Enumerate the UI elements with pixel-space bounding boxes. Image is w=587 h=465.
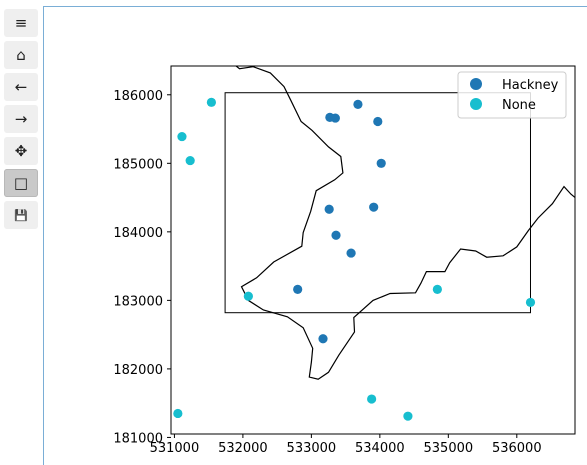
save-icon: 💾: [14, 208, 28, 222]
y-tick-label: 181000: [113, 431, 163, 446]
point-hackney: [376, 158, 386, 168]
home-icon: ⌂: [16, 45, 26, 64]
y-tick-label: 184000: [113, 226, 163, 241]
legend-marker-hackney: [470, 78, 482, 90]
point-hackney: [293, 284, 303, 295]
forward-button[interactable]: →: [4, 105, 38, 133]
save-button[interactable]: 💾: [4, 201, 38, 229]
point-hackney: [353, 99, 363, 109]
y-tick-label: 185000: [113, 157, 163, 172]
back-icon: ←: [14, 77, 28, 96]
forward-icon: →: [14, 109, 28, 128]
point-none: [206, 97, 216, 107]
zoom-selection-rectangle: [224, 92, 531, 314]
point-none: [403, 411, 413, 421]
back-button[interactable]: ←: [4, 73, 38, 101]
borough-boundary: [235, 66, 575, 380]
x-tick-label: 531000: [150, 441, 200, 456]
x-tick-label: 534000: [355, 441, 405, 456]
x-tick-label: 536000: [492, 441, 542, 456]
x-tick-label: 533000: [287, 441, 337, 456]
point-hackney: [346, 248, 356, 258]
y-tick-label: 182000: [113, 363, 163, 378]
legend-label-none: None: [502, 98, 536, 113]
legend-label-hackney: Hackney: [502, 78, 559, 93]
zoom-rect-icon: □: [13, 173, 29, 192]
point-none: [243, 291, 253, 301]
point-none: [177, 131, 187, 142]
menu-button[interactable]: ≡: [4, 9, 38, 37]
x-tick-label: 535000: [424, 441, 474, 456]
point-hackney: [318, 334, 328, 344]
pan-button[interactable]: ✥: [4, 137, 38, 165]
point-hackney: [324, 204, 334, 214]
legend-marker-none: [470, 98, 482, 110]
point-none: [367, 394, 377, 404]
pan-icon: ✥: [14, 141, 28, 160]
toolbar: ≡ ⌂ ← → ✥ □ 💾: [0, 0, 44, 465]
point-none: [432, 284, 442, 295]
zoom-rect-button[interactable]: □: [4, 169, 38, 197]
point-none: [185, 155, 195, 166]
point-hackney: [373, 116, 383, 127]
x-tick-label: 532000: [218, 441, 268, 456]
point-hackney: [369, 202, 379, 212]
home-button[interactable]: ⌂: [4, 41, 38, 69]
y-tick-label: 183000: [113, 294, 163, 309]
menu-icon: ≡: [14, 13, 28, 32]
point-none: [173, 408, 183, 419]
legend-box: [457, 71, 567, 119]
point-hackney: [330, 113, 340, 123]
axes-frame: [170, 65, 576, 435]
point-none: [525, 297, 536, 308]
y-tick-label: 186000: [113, 89, 163, 104]
point-hackney: [331, 230, 341, 240]
